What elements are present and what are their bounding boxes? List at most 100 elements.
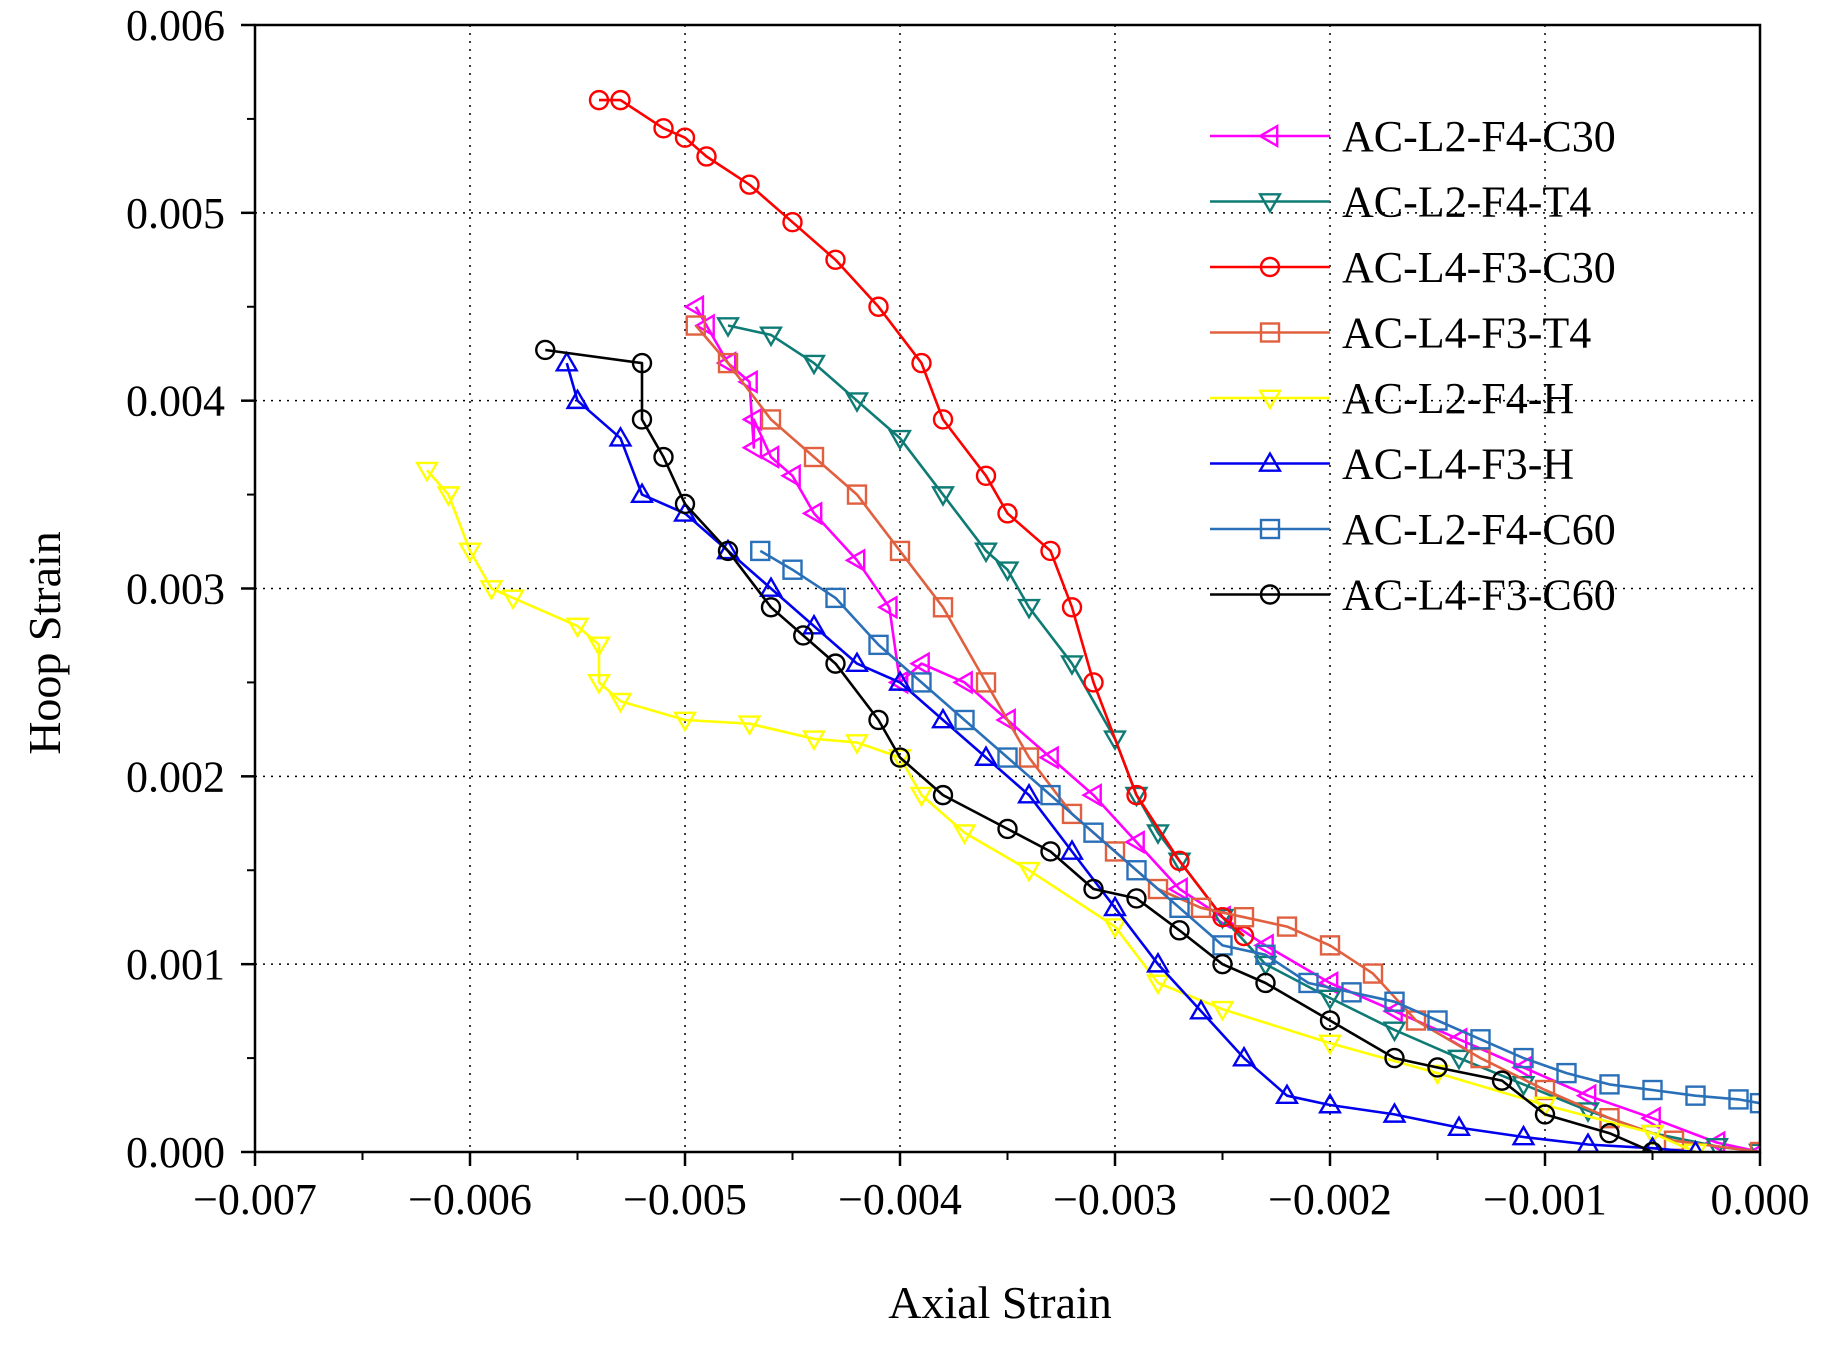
- data-point-ac-l2-f4-c30: [1640, 1106, 1661, 1131]
- data-point-ac-l4-f3-t4: [1018, 747, 1040, 768]
- data-point-ac-l2-f4-h: [845, 734, 869, 755]
- data-point-ac-l4-f3-c60: [760, 597, 782, 618]
- legend-marker: [1257, 124, 1279, 148]
- data-point-ac-l2-f4-c60: [1513, 1047, 1534, 1069]
- data-point-ac-l2-f4-t4: [759, 326, 783, 348]
- data-point-ac-l2-f4-c30: [737, 369, 758, 394]
- data-point-ac-l4-f3-t4: [1190, 897, 1212, 919]
- data-point-ac-l4-f3-t4: [889, 540, 911, 562]
- data-point-ac-l2-f4-h: [1210, 1000, 1235, 1022]
- data-point-ac-l2-f4-c60: [1298, 972, 1319, 994]
- data-point-ac-l4-f3-c60: [717, 540, 739, 562]
- data-point-ac-l4-f3-t4: [846, 484, 868, 505]
- data-point-ac-l4-f3-c60: [1169, 920, 1190, 941]
- data-point-ac-l2-f4-t4: [1060, 655, 1084, 676]
- data-point-ac-l2-f4-c30: [780, 463, 801, 488]
- legend-label: AC-L4-F3-C30: [1342, 243, 1616, 292]
- data-point-ac-l2-f4-t4: [802, 354, 826, 376]
- data-point-ac-l2-f4-t4: [888, 429, 912, 451]
- data-point-ac-l4-f3-h: [716, 538, 740, 560]
- data-point-ac-l2-f4-c60: [1083, 822, 1104, 843]
- data-point-ac-l4-f3-c60: [1040, 841, 1061, 862]
- legend-label: AC-L4-F3-C60: [1342, 571, 1616, 620]
- data-point-ac-l2-f4-h: [952, 824, 977, 845]
- legend-entry-ac-l2-f4-h: AC-L2-F4-H: [1210, 374, 1574, 423]
- data-point-ac-l2-f4-h: [436, 486, 461, 507]
- legend-entry-ac-l4-f3-c60: AC-L4-F3-C60: [1210, 571, 1616, 620]
- data-point-ac-l4-f3-c60: [1212, 953, 1233, 975]
- data-point-ac-l4-f3-c60: [997, 818, 1018, 840]
- x-tick-label: −0.003: [1053, 1175, 1177, 1224]
- legend-marker: [1259, 584, 1281, 605]
- legend-label: AC-L4-F3-H: [1342, 440, 1574, 489]
- data-point-ac-l4-f3-h: [1447, 1115, 1471, 1136]
- data-point-ac-l4-f3-c60: [1642, 1141, 1663, 1152]
- data-point-ac-l2-f4-c60: [868, 634, 889, 656]
- data-point-ac-l4-f3-h: [802, 613, 826, 635]
- y-tick-label: 0.001: [126, 940, 225, 989]
- data-point-ac-l2-f4-t4: [716, 317, 740, 338]
- data-point-ac-l4-f3-c60: [1534, 1104, 1556, 1125]
- data-point-ac-l2-f4-c60: [1341, 982, 1362, 1003]
- data-point-ac-l2-f4-c60: [782, 559, 803, 580]
- y-tick-label: 0.004: [126, 377, 225, 426]
- legend-entry-ac-l4-f3-h: AC-L4-F3-H: [1210, 440, 1574, 489]
- legend-label: AC-L4-F3-T4: [1342, 309, 1591, 358]
- data-point-ac-l2-f4-c60: [1599, 1074, 1620, 1095]
- data-point-ac-l2-f4-h: [1146, 974, 1170, 996]
- data-point-ac-l4-f3-t4: [1362, 963, 1384, 984]
- data-point-ac-l4-f3-h: [554, 350, 579, 372]
- data-point-ac-l2-f4-t4: [931, 486, 955, 507]
- legend-label: AC-L2-F4-T4: [1342, 178, 1591, 227]
- data-point-ac-l2-f4-h: [888, 749, 912, 770]
- legend-entry-ac-l2-f4-c30: AC-L2-F4-C30: [1210, 112, 1616, 161]
- data-point-ac-l2-f4-c60: [1427, 1010, 1448, 1031]
- legend-marker: [1259, 256, 1281, 278]
- data-point-ac-l4-f3-h: [1643, 1135, 1662, 1152]
- data-point-ac-l2-f4-h: [1640, 1124, 1665, 1146]
- series-line-ac-l4-f3-c30: [599, 98, 1245, 937]
- data-point-ac-l4-f3-t4: [685, 315, 706, 336]
- data-point-ac-l4-f3-c60: [653, 446, 674, 468]
- data-point-ac-l2-f4-c30: [876, 595, 898, 620]
- data-point-ac-l4-f3-c60: [631, 409, 653, 430]
- series-layer: [415, 89, 1760, 1152]
- data-point-ac-l4-f3-c30: [782, 212, 803, 233]
- legend-marker: [1259, 518, 1281, 540]
- data-point-ac-l2-f4-c30: [844, 548, 866, 573]
- data-point-ac-l4-f3-t4: [1233, 907, 1255, 928]
- y-tick-label: 0.003: [126, 565, 225, 614]
- data-point-ac-l4-f3-c30: [1083, 672, 1104, 693]
- x-tick-label: −0.002: [1268, 1175, 1392, 1224]
- data-point-ac-l4-f3-c60: [1384, 1047, 1405, 1069]
- data-point-ac-l2-f4-c60: [1749, 1092, 1760, 1114]
- data-point-ac-l4-f3-c60: [793, 625, 814, 646]
- data-point-ac-l2-f4-h: [587, 674, 611, 695]
- data-point-ac-l4-f3-t4: [1276, 916, 1298, 937]
- data-point-ac-l4-f3-t4: [1599, 1107, 1620, 1129]
- legend-marker: [1259, 322, 1281, 343]
- data-point-ac-l2-f4-h: [673, 711, 697, 733]
- data-point-ac-l2-f4-h: [1318, 1034, 1342, 1056]
- legend-entry-ac-l2-f4-t4: AC-L2-F4-T4: [1210, 178, 1591, 227]
- data-point-ac-l4-f3-t4: [975, 672, 997, 693]
- data-point-ac-l2-f4-c60: [1642, 1079, 1663, 1101]
- data-point-ac-l2-f4-h: [1017, 861, 1041, 883]
- data-point-ac-l2-f4-t4: [1103, 730, 1127, 752]
- y-tick-label: 0.000: [126, 1128, 225, 1177]
- legend-label: AC-L2-F4-H: [1342, 374, 1574, 423]
- data-point-ac-l4-f3-c60: [1255, 972, 1276, 994]
- data-point-ac-l2-f4-h: [458, 542, 482, 564]
- data-point-ac-l2-f4-h: [608, 692, 633, 714]
- data-point-ac-l2-f4-h: [1683, 1143, 1708, 1152]
- data-point-ac-l2-f4-h: [479, 580, 504, 601]
- legend-label: AC-L2-F4-C30: [1342, 112, 1616, 161]
- data-point-ac-l2-f4-t4: [1253, 955, 1278, 977]
- data-point-ac-l4-f3-c30: [674, 127, 696, 148]
- data-point-ac-l2-f4-h: [587, 636, 611, 658]
- data-point-ac-l2-f4-c30: [801, 501, 823, 526]
- data-point-ac-l4-f3-c30: [825, 249, 846, 270]
- series-line-ac-l2-f4-c60: [759, 549, 1760, 1105]
- y-tick-label: 0.002: [126, 752, 225, 801]
